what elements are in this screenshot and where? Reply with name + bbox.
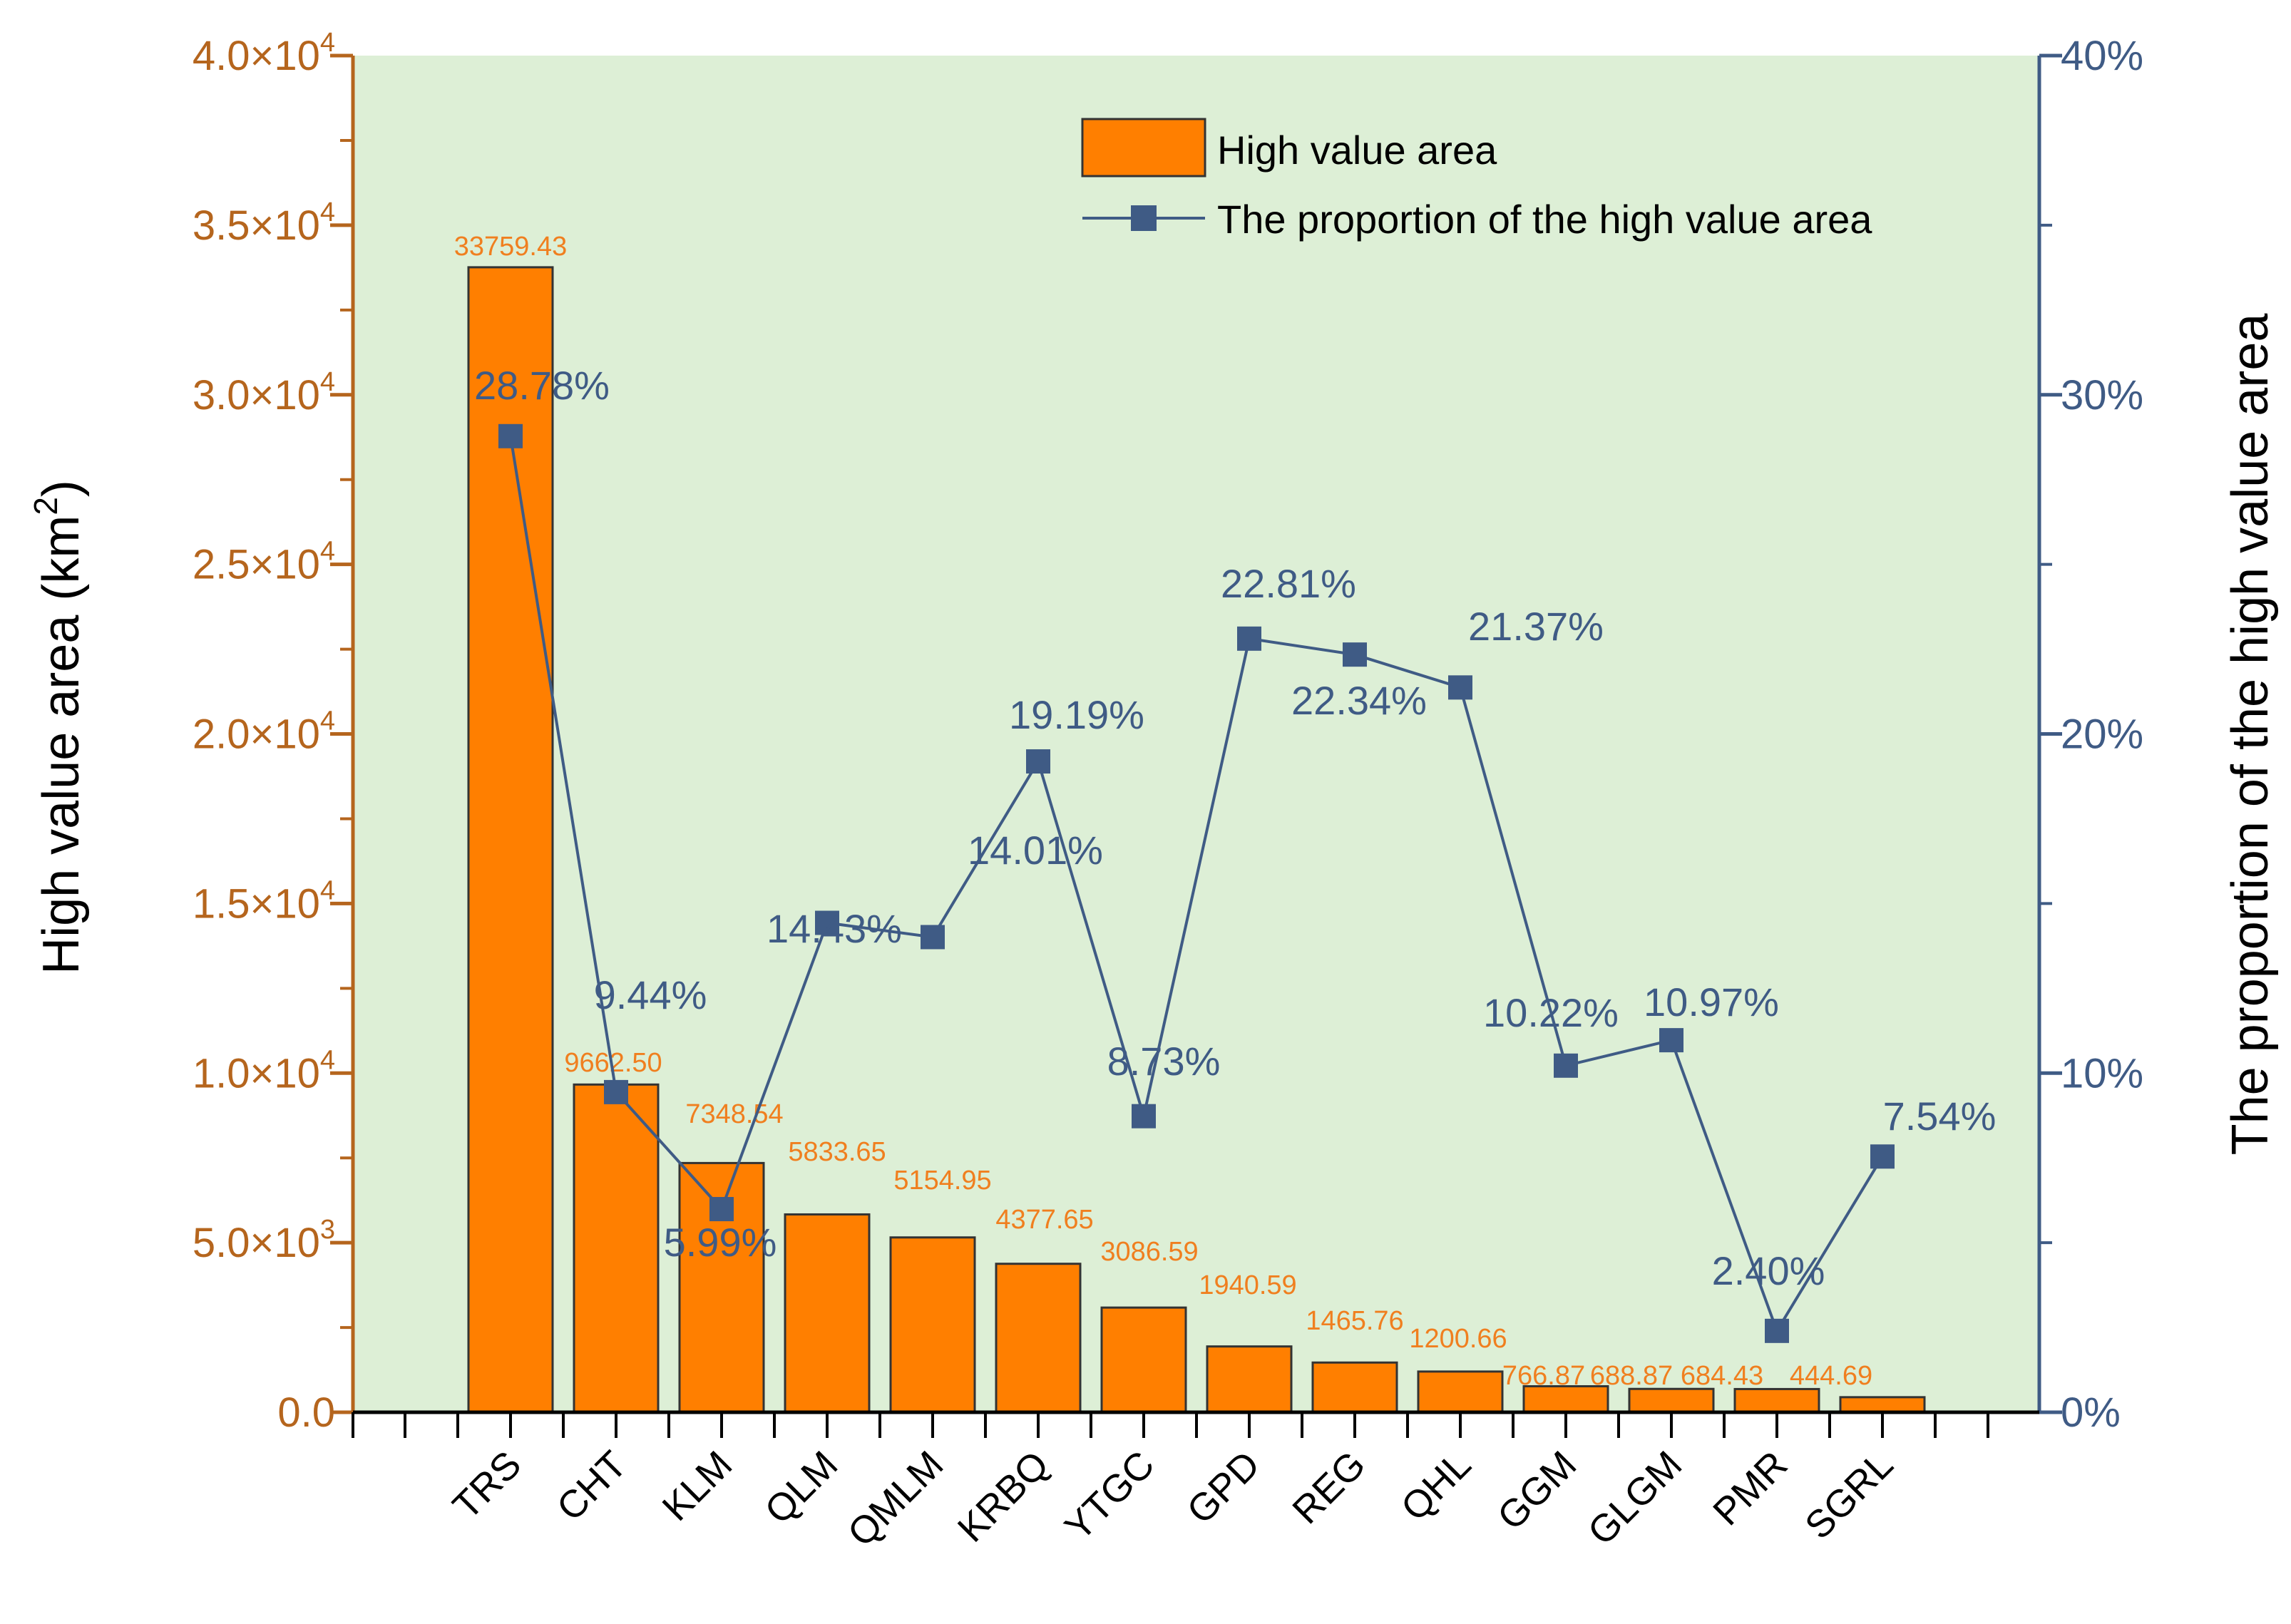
pct-label-pmr: 2.40%	[1712, 1248, 1825, 1293]
x-tick-label-ytgc: YTGC	[1057, 1443, 1163, 1549]
right-tick-label: 30%	[2061, 372, 2143, 418]
x-tick-label-qhl: QHL	[1393, 1443, 1480, 1529]
pct-label-krbq: 19.19%	[1009, 692, 1144, 737]
bar-krbq	[995, 1263, 1082, 1414]
bar-qlm	[784, 1213, 871, 1414]
line-value-labels: 28.78% 9.44% 5.99% 14.43% 14.01% 19.19% 8.73% 2…	[474, 363, 1996, 1293]
left-tick-label: 2.0×104	[193, 706, 335, 758]
left-tick-label: 3.0×104	[193, 367, 335, 418]
right-axis-ticks: 0% 10% 20% 30% 40%	[2039, 33, 2143, 1436]
line-point-qmlm	[921, 925, 945, 950]
line-point-pmr	[1765, 1318, 1789, 1343]
left-axis-ticks: 0.0 5.0×103 1.0×104 1.5×104 2.0×104 2.5×104 3.…	[193, 28, 353, 1436]
bar-label-pmr: 684.43	[1681, 1361, 1763, 1391]
legend-line-marker	[1131, 205, 1157, 231]
bar-trs	[467, 266, 554, 1414]
pct-label-sgrl: 7.54%	[1883, 1094, 1997, 1139]
bar-label-reg: 1465.76	[1306, 1306, 1403, 1336]
line-point-trs	[498, 423, 523, 448]
pct-label-ytgc: 8.73%	[1107, 1039, 1221, 1084]
x-tick-label-sgrl: SGRL	[1797, 1443, 1901, 1547]
proportion-line	[509, 436, 1884, 1335]
legend-bar-swatch	[1081, 118, 1206, 178]
line-point-ytgc	[1132, 1104, 1156, 1129]
bar-qhl	[1417, 1370, 1504, 1414]
pct-label-glgm: 10.97%	[1644, 980, 1779, 1024]
bar-glgm	[1628, 1387, 1715, 1414]
bar-label-krbq: 4377.65	[995, 1205, 1093, 1235]
line-point-gpd	[1237, 626, 1261, 651]
line-point-sgrl	[1870, 1144, 1895, 1169]
x-tick-label-krbq: KRBQ	[950, 1443, 1057, 1551]
line-point-qlm	[815, 910, 839, 935]
pct-label-ggm: 10.22%	[1483, 990, 1619, 1035]
bar-series	[467, 266, 1926, 1414]
bar-label-qmlm: 5154.95	[893, 1166, 991, 1196]
left-tick-label: 1.5×104	[193, 875, 335, 927]
x-tick-label-gpd: GPD	[1179, 1443, 1268, 1532]
x-tick-label-qlm: QLM	[757, 1443, 846, 1532]
bar-sgrl	[1839, 1396, 1926, 1414]
bar-label-qlm: 5833.65	[788, 1137, 886, 1167]
bar-label-ytgc: 3086.59	[1100, 1237, 1198, 1267]
legend: High value area The proportion of the hi…	[1081, 118, 1872, 242]
bar-label-ggm: 766.87	[1502, 1361, 1585, 1391]
legend-bar-label: High value area	[1217, 128, 1497, 173]
pct-label-reg: 22.34%	[1291, 678, 1427, 723]
bar-ytgc	[1100, 1306, 1187, 1414]
right-tick-label: 40%	[2061, 33, 2143, 79]
right-tick-label: 10%	[2061, 1050, 2143, 1096]
bar-cht	[573, 1083, 660, 1414]
bar-label-gpd: 1940.59	[1199, 1270, 1296, 1300]
line-series	[498, 423, 1895, 1343]
right-tick-label: 0%	[2061, 1389, 2121, 1436]
right-tick-label: 20%	[2061, 711, 2143, 758]
bar-label-qhl: 1200.66	[1409, 1324, 1507, 1354]
left-tick-label: 1.0×104	[193, 1045, 335, 1096]
right-axis-title: The proportion of the high value area	[2222, 313, 2279, 1156]
x-tick-label-trs: TRS	[445, 1443, 530, 1528]
line-point-cht	[604, 1079, 628, 1104]
x-tick-label-klm: KLM	[655, 1443, 741, 1529]
x-tick-label-ggm: GGM	[1490, 1443, 1585, 1538]
left-tick-label: 5.0×103	[193, 1215, 335, 1266]
bar-label-trs: 33759.43	[454, 232, 568, 262]
pct-label-cht: 9.44%	[594, 972, 707, 1017]
left-axis-title: High value area (km2)	[27, 480, 90, 975]
pct-label-qhl: 21.37%	[1468, 604, 1604, 649]
left-tick-label: 0.0	[277, 1389, 335, 1436]
line-point-reg	[1343, 642, 1367, 667]
legend-line-label: The proportion of the high value area	[1217, 197, 1872, 242]
line-point-glgm	[1659, 1028, 1683, 1053]
left-tick-label: 2.5×104	[193, 537, 335, 588]
bar-reg	[1311, 1361, 1398, 1414]
bar-label-glgm: 688.87	[1590, 1361, 1673, 1391]
bar-pmr	[1733, 1387, 1820, 1414]
line-point-ggm	[1554, 1053, 1578, 1078]
x-tick-label-qmlm: QMLM	[840, 1443, 952, 1555]
bar-value-labels: 33759.439662.507348.545833.655154.954377…	[454, 232, 1872, 1391]
pct-label-trs: 28.78%	[474, 363, 610, 408]
bar-gpd	[1206, 1345, 1293, 1414]
line-point-qhl	[1448, 675, 1472, 700]
bar-qmlm	[889, 1236, 976, 1414]
x-tick-label-reg: REG	[1284, 1443, 1373, 1532]
line-point-klm	[709, 1197, 734, 1222]
pct-label-klm: 5.99%	[664, 1220, 777, 1265]
x-tick-label-glgm: GLGM	[1580, 1443, 1691, 1553]
x-tick-label-pmr: PMR	[1705, 1443, 1795, 1533]
left-tick-label: 3.5×104	[193, 197, 335, 249]
pct-label-gpd: 22.81%	[1221, 561, 1356, 606]
pct-label-qmlm: 14.01%	[968, 828, 1103, 873]
left-tick-label: 4.0×104	[193, 28, 335, 79]
bar-label-sgrl: 444.69	[1790, 1361, 1872, 1391]
pct-label-qlm: 14.43%	[767, 906, 902, 951]
line-point-krbq	[1026, 749, 1050, 774]
x-tick-label-cht: CHT	[549, 1443, 635, 1529]
bar-label-klm: 7348.54	[685, 1099, 783, 1129]
